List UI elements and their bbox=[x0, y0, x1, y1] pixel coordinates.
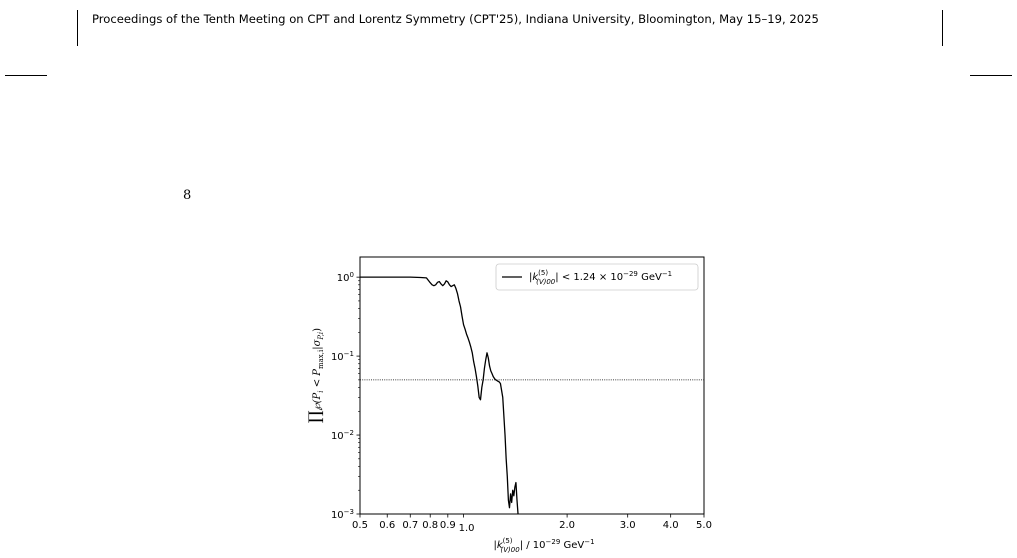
header-rule-right bbox=[942, 10, 943, 46]
running-header: Proceedings of the Tenth Meeting on CPT … bbox=[92, 12, 819, 26]
x-tick-label: 5.0 bbox=[696, 520, 712, 531]
legend-frame bbox=[495, 263, 699, 291]
x-tick-label: 0.6 bbox=[379, 520, 395, 531]
x-axis-label: |k(5) (V)00| / 10−29 GeV−1 bbox=[493, 537, 594, 554]
x-tick-label: 4.0 bbox=[663, 520, 679, 531]
legend-label: |k(5) (V)00| < 1.24 × 10−29 GeV−1 bbox=[529, 269, 672, 286]
page-number: 8 bbox=[183, 188, 192, 203]
margin-rule-left bbox=[5, 75, 47, 76]
y-axis-label: ∏℘(Pi < Pmax,i|σP,i) bbox=[305, 328, 325, 423]
y-tick-label: 10−1 bbox=[331, 350, 354, 363]
series-line bbox=[360, 276, 519, 515]
y-tick-label: 10−2 bbox=[331, 429, 354, 442]
y-tick-label: 100 bbox=[337, 271, 354, 284]
legend: |k(5) (V)00| < 1.24 × 10−29 GeV−1 bbox=[495, 263, 699, 291]
x-tick-label: 0.9 bbox=[440, 520, 456, 531]
x-tick-label: 3.0 bbox=[620, 520, 636, 531]
x-tick-label: 2.0 bbox=[559, 520, 575, 531]
y-tick-label: 10−3 bbox=[331, 508, 354, 521]
series-group bbox=[360, 276, 704, 515]
x-tick-label: 0.8 bbox=[422, 520, 438, 531]
figure: 0.5 0.6 0.7 0.8 0.9 1.0 2.0 3.0 4.0 5.0 100 10−1 10−… bbox=[300, 250, 720, 556]
header-rule-left bbox=[77, 10, 78, 46]
chart-svg: 0.5 0.6 0.7 0.8 0.9 1.0 2.0 3.0 4.0 5.0 100 10−1 10−… bbox=[305, 256, 712, 554]
x-tick-label: 0.5 bbox=[352, 520, 368, 531]
margin-rule-right bbox=[970, 75, 1012, 76]
plot-frame bbox=[359, 256, 705, 515]
x-tick-label: 0.7 bbox=[402, 520, 418, 531]
x-tick-label: 1.0 bbox=[459, 523, 475, 534]
axes: 0.5 0.6 0.7 0.8 0.9 1.0 2.0 3.0 4.0 5.0 100 10−1 10−… bbox=[305, 256, 712, 554]
